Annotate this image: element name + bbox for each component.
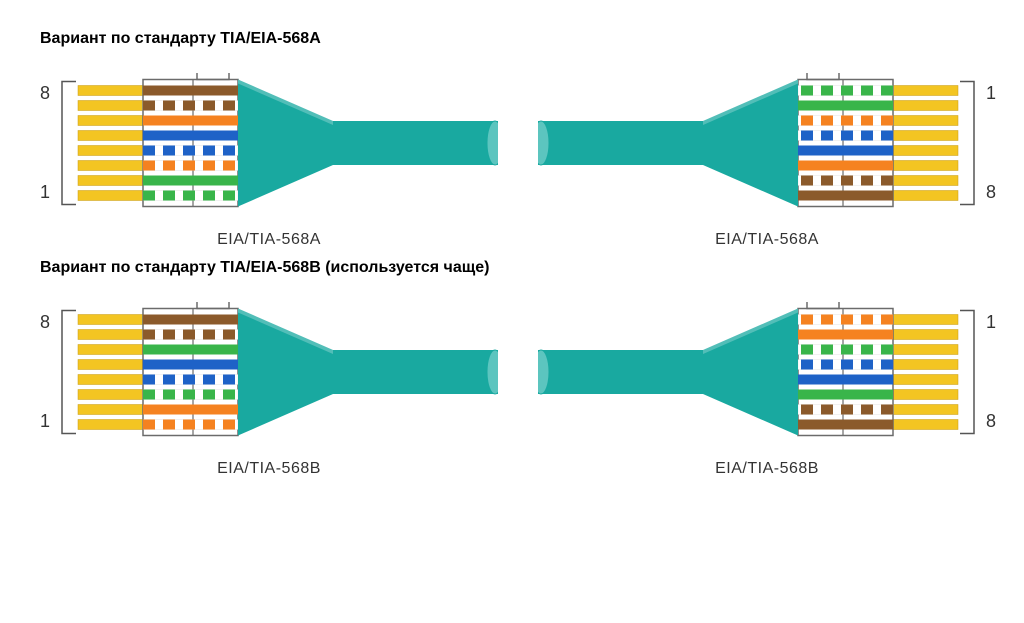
standard-heading: Вариант по стандарту TIA/EIA-568A [40, 30, 984, 48]
connector-wrap: 18 [538, 302, 996, 442]
pin-number-top: 1 [986, 83, 996, 104]
left-connector: 81EIA/TIA-568A [40, 73, 498, 249]
connector-wrap: 81 [40, 73, 498, 213]
connector-row: 81 EIA/TIA-568B 1 8 EIA/TIA-568B [40, 302, 984, 478]
rj45-connector-icon [538, 302, 978, 442]
rj45-connector-icon [538, 73, 978, 213]
pin-number-top: 1 [986, 312, 996, 333]
rj45-connector-icon [58, 302, 498, 442]
pin-number-bottom: 1 [40, 182, 50, 203]
pin-number-top: 8 [40, 83, 50, 104]
left-connector: 81EIA/TIA-568B [40, 302, 498, 478]
pin-numbers: 18 [986, 312, 996, 432]
pin-number-bottom: 8 [986, 411, 996, 432]
connector-wrap: 18 [538, 73, 996, 213]
right-connector: 18EIA/TIA-568A [538, 73, 996, 249]
pin-number-bottom: 1 [40, 411, 50, 432]
rj45-connector-icon [58, 73, 498, 213]
right-connector: 18EIA/TIA-568B [538, 302, 996, 478]
connector-wrap: 81 [40, 302, 498, 442]
connector-label: EIA/TIA-568A [715, 231, 819, 249]
pin-numbers: 81 [40, 312, 50, 432]
pin-number-top: 8 [40, 312, 50, 333]
connector-label: EIA/TIA-568A [217, 231, 321, 249]
connector-row: 81 EIA/TIA-568A 1 8 EIA/TIA-568A [40, 73, 984, 249]
pin-numbers: 81 [40, 83, 50, 203]
standard-heading: Вариант по стандарту TIA/EIA-568B (испол… [40, 259, 984, 277]
connector-label: EIA/TIA-568B [217, 460, 321, 478]
pin-numbers: 18 [986, 83, 996, 203]
pin-number-bottom: 8 [986, 182, 996, 203]
connector-label: EIA/TIA-568B [715, 460, 819, 478]
